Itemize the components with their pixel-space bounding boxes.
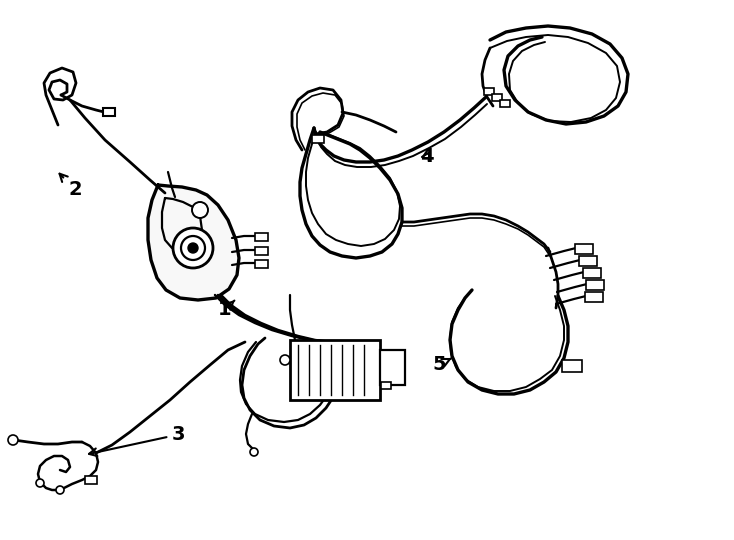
Bar	[380, 350, 405, 385]
Bar	[500, 100, 510, 107]
Bar	[255, 260, 268, 268]
Circle shape	[36, 479, 44, 487]
Bar	[579, 256, 597, 266]
Circle shape	[181, 236, 205, 260]
Bar	[255, 233, 268, 241]
Text: 3: 3	[89, 425, 186, 456]
Bar	[85, 476, 97, 484]
Text: 4: 4	[420, 147, 434, 166]
Bar	[103, 108, 115, 116]
Bar	[583, 268, 601, 278]
Bar	[312, 135, 324, 143]
Circle shape	[8, 435, 18, 445]
Bar	[255, 247, 268, 255]
Bar	[575, 244, 593, 254]
Bar	[586, 280, 604, 290]
Text: 2: 2	[59, 174, 81, 199]
Circle shape	[56, 486, 64, 494]
Circle shape	[250, 448, 258, 456]
Bar	[585, 292, 603, 302]
Bar	[290, 340, 380, 400]
Text: 1: 1	[218, 300, 234, 319]
Circle shape	[280, 355, 290, 365]
Bar	[492, 94, 502, 101]
Text: 5: 5	[432, 355, 451, 374]
Circle shape	[188, 243, 198, 253]
Bar	[381, 382, 391, 389]
Bar	[484, 88, 494, 95]
Circle shape	[173, 228, 213, 268]
Circle shape	[192, 202, 208, 218]
Polygon shape	[148, 185, 239, 300]
Bar	[562, 360, 582, 372]
